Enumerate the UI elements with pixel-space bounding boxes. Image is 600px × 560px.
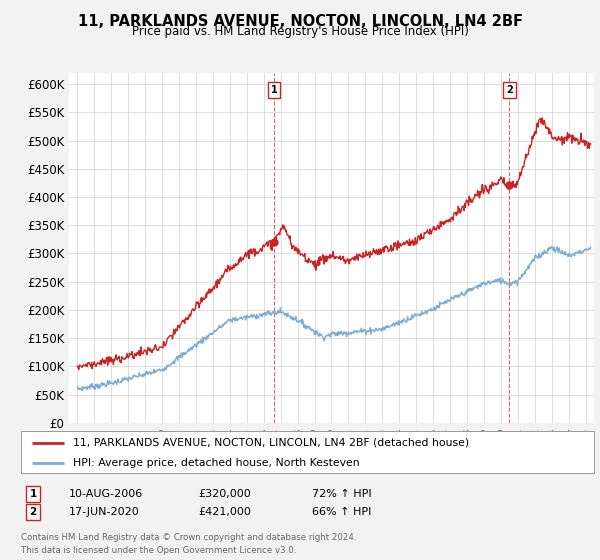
Text: Contains HM Land Registry data © Crown copyright and database right 2024.
This d: Contains HM Land Registry data © Crown c… (21, 533, 356, 554)
Text: 1: 1 (271, 85, 277, 95)
Text: 2: 2 (29, 507, 37, 517)
Text: 72% ↑ HPI: 72% ↑ HPI (312, 489, 371, 499)
Text: 2: 2 (506, 85, 512, 95)
Text: HPI: Average price, detached house, North Kesteven: HPI: Average price, detached house, Nort… (73, 458, 359, 468)
Text: 11, PARKLANDS AVENUE, NOCTON, LINCOLN, LN4 2BF (detached house): 11, PARKLANDS AVENUE, NOCTON, LINCOLN, L… (73, 438, 469, 448)
Text: 11, PARKLANDS AVENUE, NOCTON, LINCOLN, LN4 2BF: 11, PARKLANDS AVENUE, NOCTON, LINCOLN, L… (77, 14, 523, 29)
Text: 1: 1 (29, 489, 37, 499)
Text: 66% ↑ HPI: 66% ↑ HPI (312, 507, 371, 517)
Text: £421,000: £421,000 (198, 507, 251, 517)
Text: £320,000: £320,000 (198, 489, 251, 499)
Text: Price paid vs. HM Land Registry's House Price Index (HPI): Price paid vs. HM Land Registry's House … (131, 25, 469, 38)
Text: 17-JUN-2020: 17-JUN-2020 (69, 507, 140, 517)
Text: 10-AUG-2006: 10-AUG-2006 (69, 489, 143, 499)
